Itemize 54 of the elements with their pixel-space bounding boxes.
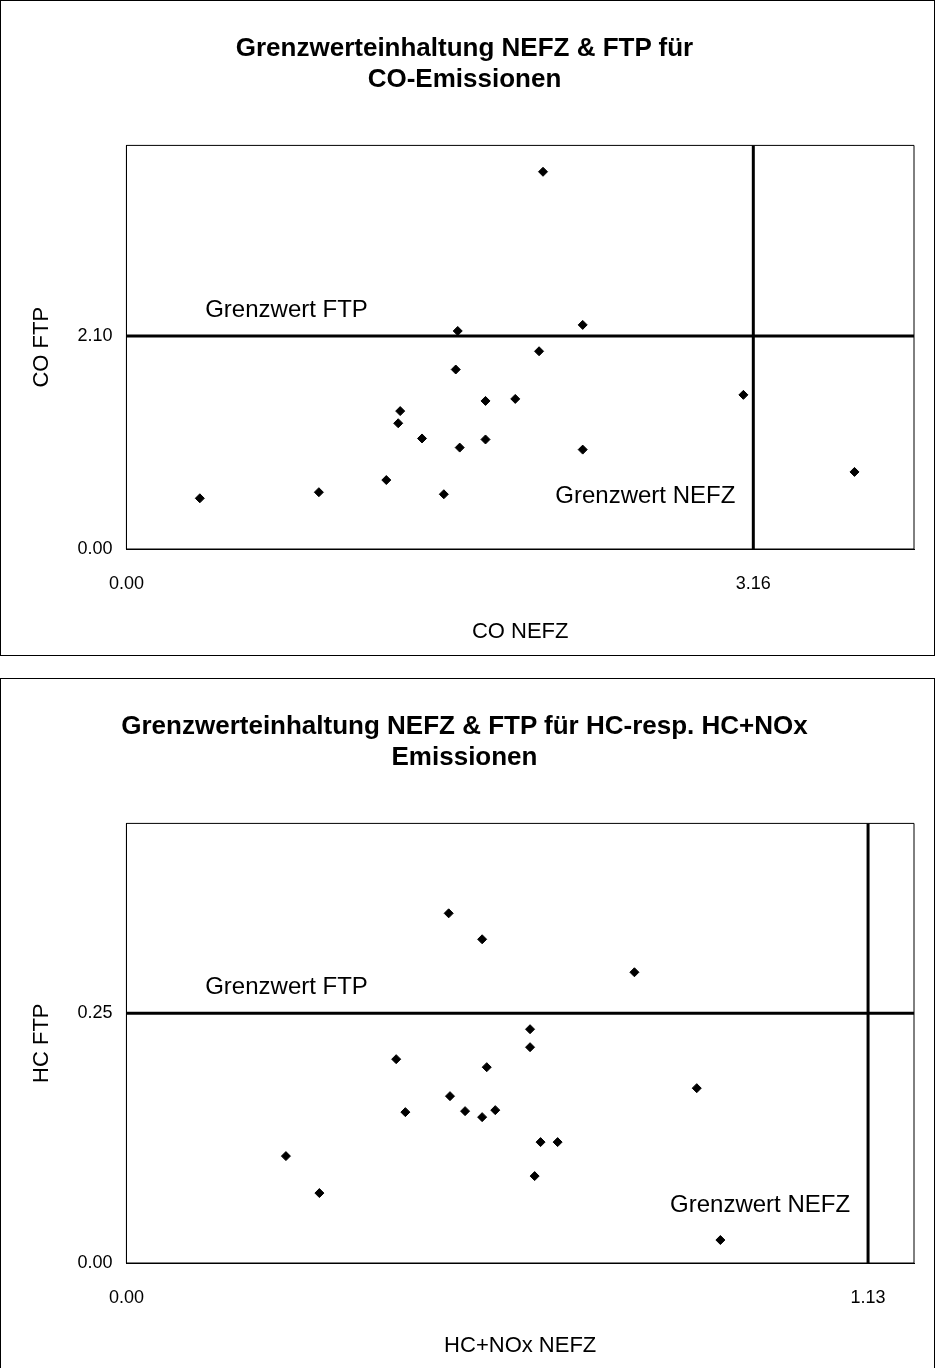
x-tick-label: 3.16 (735, 572, 771, 593)
point (525, 1042, 536, 1053)
point (529, 1171, 540, 1182)
point (477, 1112, 488, 1123)
ref-line-label: Grenzwert FTP (205, 971, 368, 999)
point (577, 319, 588, 330)
point (460, 1106, 471, 1117)
point (194, 493, 205, 504)
point (738, 389, 749, 400)
point (477, 934, 488, 945)
x-tick-label: 1.13 (850, 1286, 886, 1307)
x-axis-title: HC+NOx NEFZ (444, 1331, 597, 1357)
point (480, 395, 491, 406)
chart-title: Grenzwerteinhaltung NEFZ & FTP für HC-resp. HC+NOx Emissionen (121, 709, 809, 771)
point (381, 475, 392, 486)
point (313, 487, 324, 498)
point (691, 1083, 702, 1094)
point (450, 364, 461, 375)
point (629, 967, 640, 978)
point (444, 1091, 455, 1102)
point (552, 1137, 563, 1148)
y-tick-label: 2.10 (77, 325, 113, 346)
point (538, 166, 549, 177)
point (452, 325, 463, 336)
point (438, 489, 449, 500)
point (481, 1062, 492, 1073)
y-axis-title: CO FTP (28, 306, 54, 388)
point (391, 1054, 402, 1065)
point (400, 1107, 411, 1118)
point (280, 1151, 291, 1162)
point (395, 406, 406, 417)
point (490, 1105, 501, 1116)
point (443, 908, 454, 919)
y-tick-label: 0.00 (77, 1251, 113, 1272)
x-axis-title: CO NEFZ (471, 617, 569, 643)
point (849, 466, 860, 477)
point (480, 434, 491, 445)
ref-line-label: Grenzwert NEFZ (555, 481, 736, 509)
point (454, 442, 465, 453)
ref-line-label: Grenzwert NEFZ (670, 1190, 851, 1218)
point (535, 1137, 546, 1148)
point (417, 433, 428, 444)
point (715, 1235, 726, 1246)
ref-line-label: Grenzwert FTP (205, 294, 368, 322)
point (314, 1188, 325, 1199)
y-tick-label: 0.00 (77, 537, 113, 558)
point (525, 1024, 536, 1035)
point (510, 393, 521, 404)
chart-title: Grenzwerteinhaltung NEFZ & FTP für CO-Emissionen (235, 31, 694, 93)
y-axis-title: HC FTP (28, 1003, 54, 1083)
point (393, 418, 404, 429)
point (534, 346, 545, 357)
y-tick-label: 0.25 (77, 1002, 113, 1023)
point (577, 444, 588, 455)
